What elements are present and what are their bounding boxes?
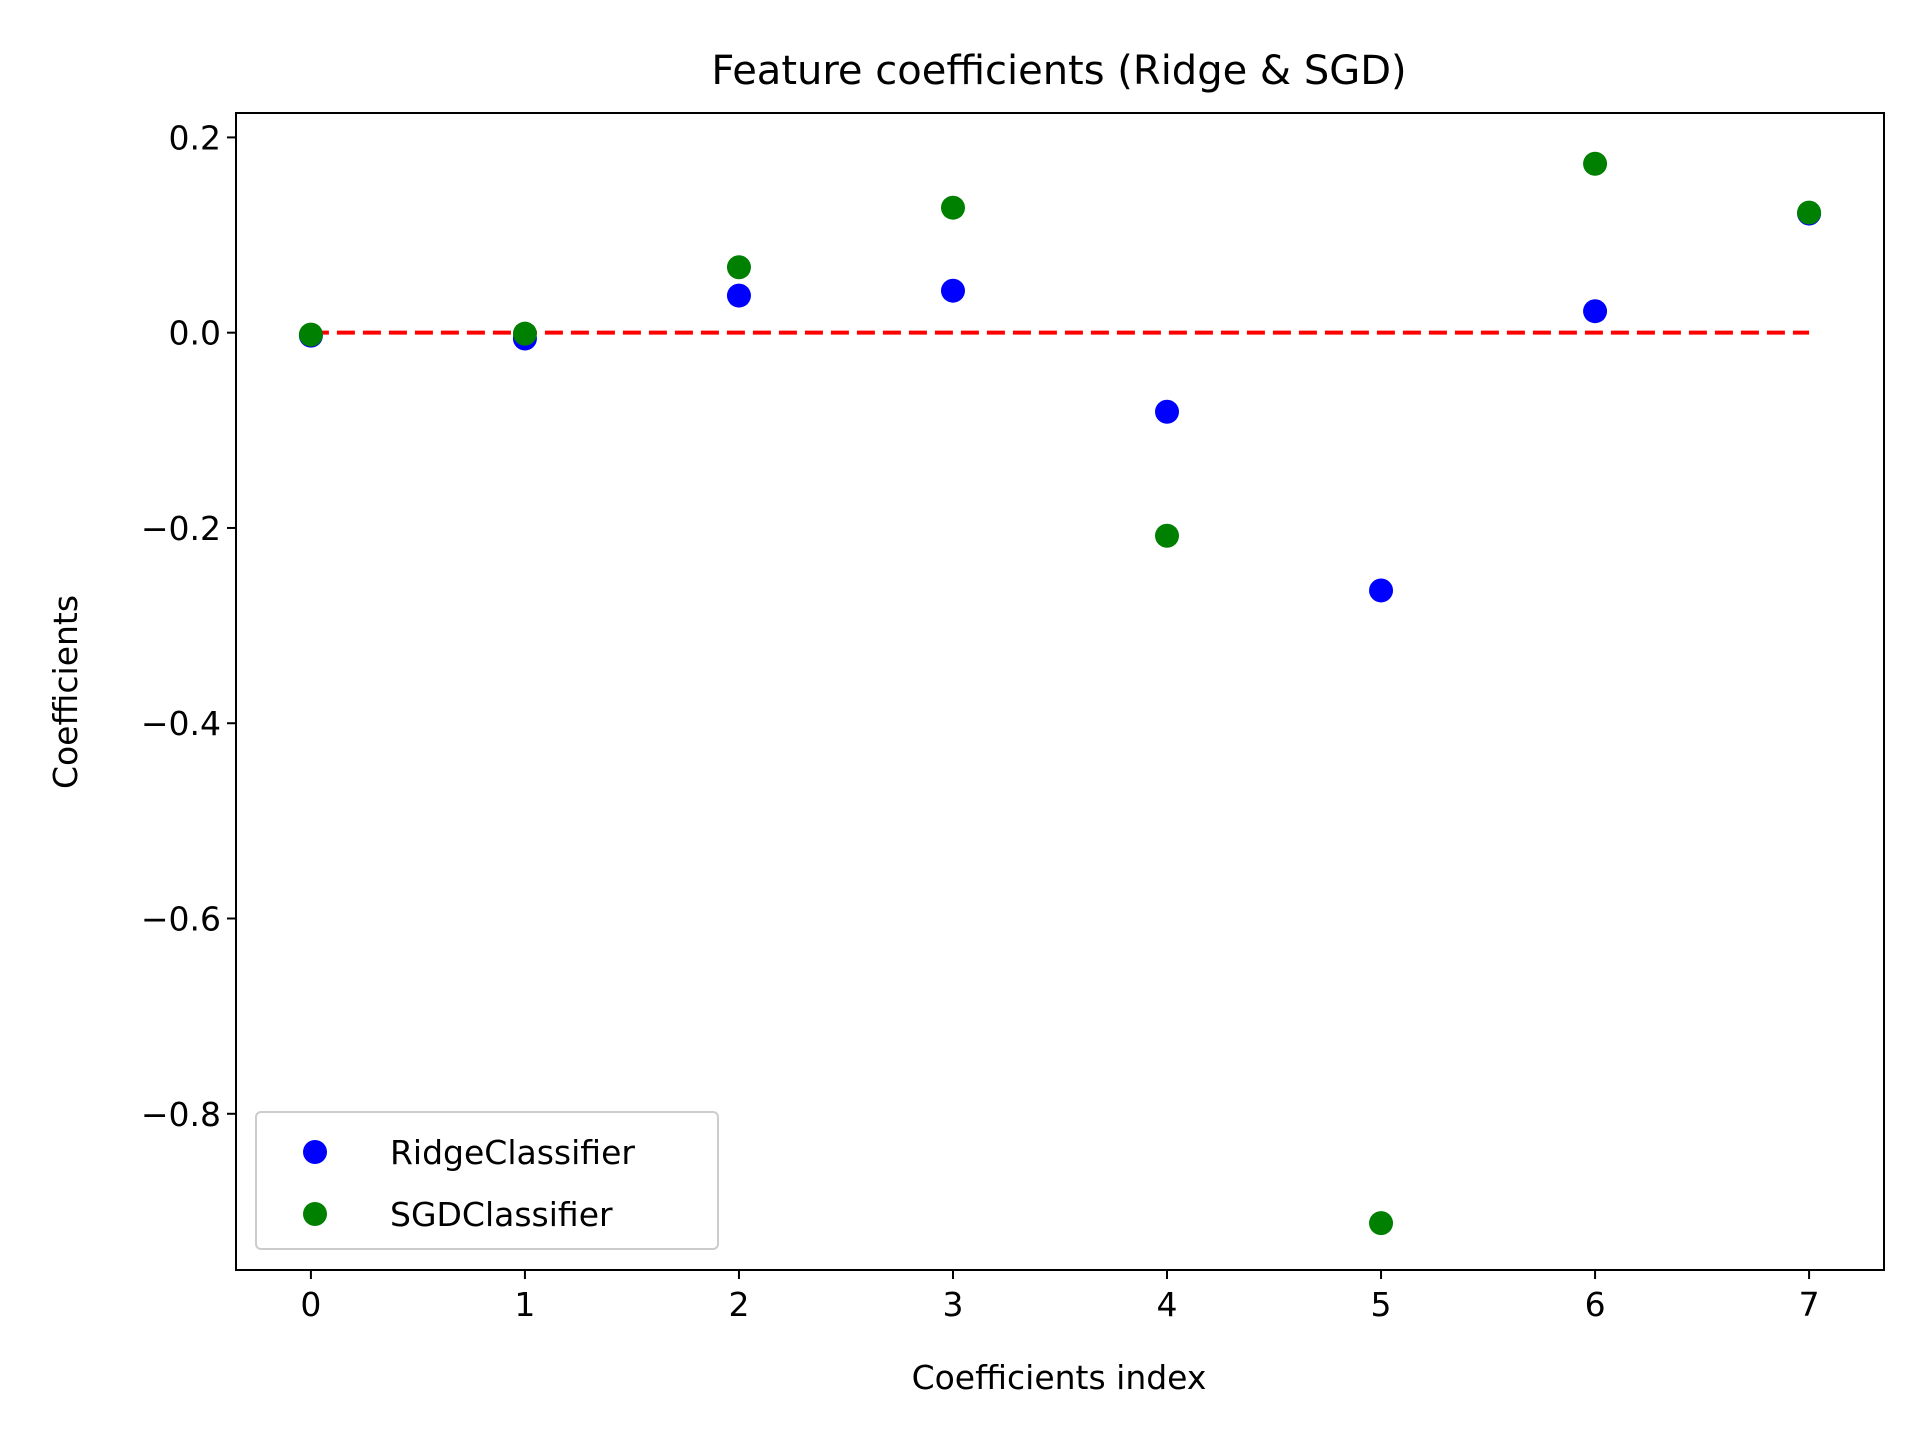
- sgdclassifier-point-5: [1369, 1211, 1394, 1236]
- ridgeclassifier-point-6: [1583, 299, 1608, 324]
- y-axis-ticks: 0.2 0.0 −0.2 −0.4 −0.6 −0.8: [141, 118, 236, 1134]
- sgdclassifier-point-4: [1155, 523, 1180, 548]
- legend-marker-0: [303, 1140, 327, 1164]
- ridgeclassifier-point-4: [1155, 399, 1180, 424]
- ridgeclassifier-point-5: [1369, 578, 1394, 603]
- sgdclassifier-point-7: [1797, 200, 1822, 225]
- legend: RidgeClassifier SGDClassifier: [255, 1111, 719, 1250]
- y-tick-label-4: −0.6: [141, 900, 221, 939]
- x-tick-label-0: 0: [300, 1285, 321, 1324]
- y-tick-label-0: 0.2: [169, 118, 221, 157]
- chart-title: Feature coefficients (Ridge & SGD): [711, 48, 1406, 94]
- y-tick-label-5: −0.8: [141, 1095, 221, 1134]
- ridgeclassifier-point-3: [940, 278, 965, 303]
- legend-label-0: RidgeClassifier: [390, 1133, 635, 1172]
- x-tick-label-1: 1: [514, 1285, 535, 1324]
- sgdclassifier-point-1: [512, 321, 537, 346]
- x-tick-label-6: 6: [1585, 1285, 1606, 1324]
- sgdclassifier-point-6: [1583, 151, 1608, 176]
- y-tick-label-2: −0.2: [141, 509, 221, 548]
- legend-marker-1: [303, 1202, 327, 1226]
- x-axis-label: Coefficients index: [912, 1358, 1207, 1397]
- ridgeclassifier-point-2: [726, 283, 751, 308]
- y-axis-label: Coefficients: [46, 595, 85, 789]
- y-tick-label-1: 0.0: [169, 314, 221, 353]
- sgdclassifier-point-3: [940, 195, 965, 220]
- legend-box: [255, 1111, 719, 1250]
- legend-label-1: SGDClassifier: [390, 1195, 613, 1234]
- x-tick-label-5: 5: [1371, 1285, 1392, 1324]
- plot-frame: [235, 112, 1885, 1271]
- sgdclassifier-point-0: [298, 322, 323, 347]
- x-axis-ticks: 0 1 2 3 4 5 6 7: [300, 1270, 1820, 1324]
- x-tick-label-3: 3: [942, 1285, 963, 1324]
- x-tick-label-2: 2: [728, 1285, 749, 1324]
- sgdclassifier-point-2: [726, 255, 751, 280]
- x-tick-label-4: 4: [1157, 1285, 1178, 1324]
- points-layer: [298, 151, 1822, 1236]
- y-tick-label-3: −0.4: [141, 704, 221, 743]
- x-tick-label-7: 7: [1799, 1285, 1820, 1324]
- plot-area: [236, 113, 1884, 1270]
